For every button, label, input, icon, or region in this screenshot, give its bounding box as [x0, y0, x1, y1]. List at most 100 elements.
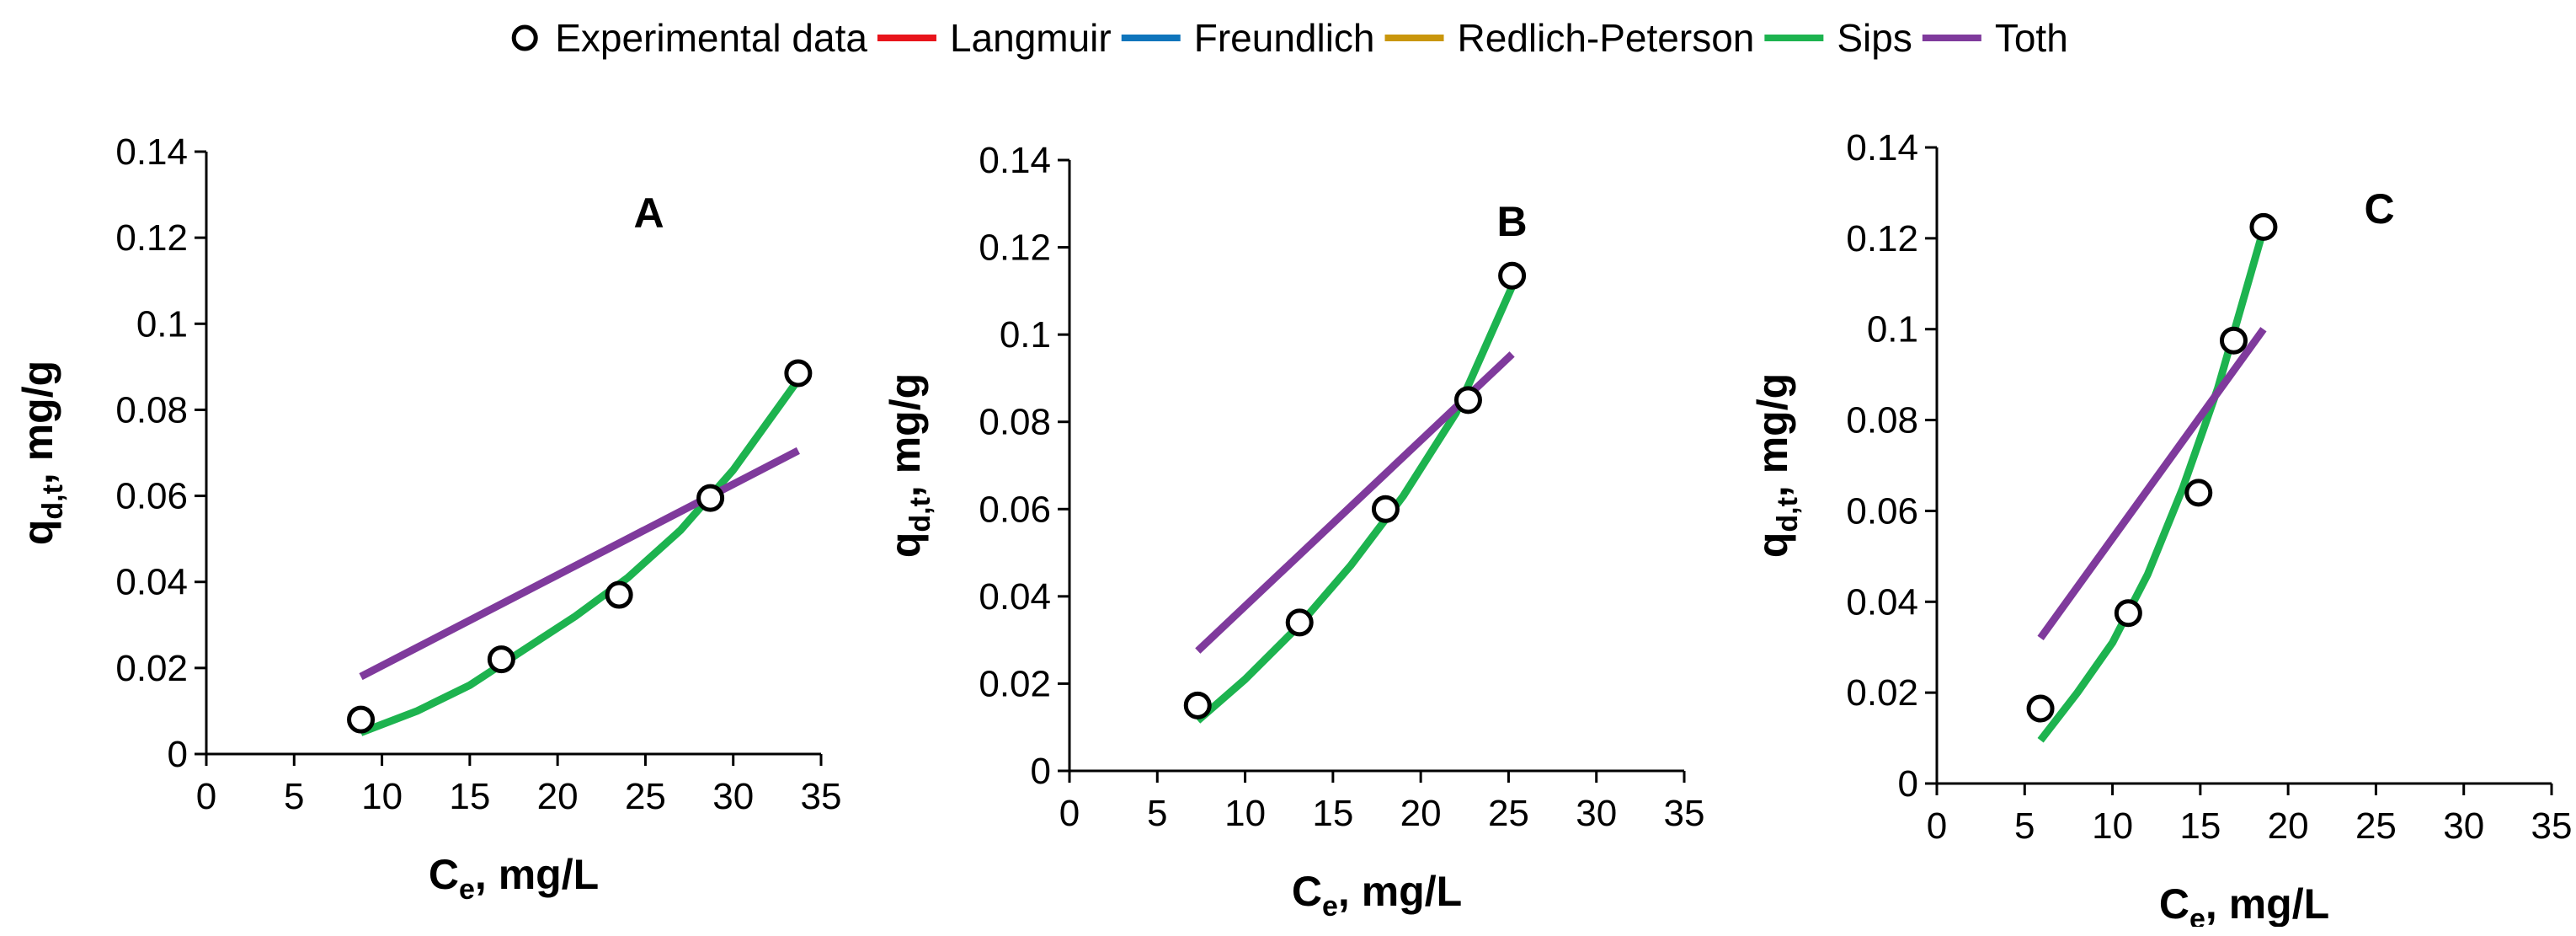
- data-point: [696, 484, 725, 512]
- x-tick-label: 20: [1400, 793, 1442, 834]
- x-tick-label: 35: [1664, 793, 1705, 834]
- x-axis-title-main: C: [2159, 880, 2189, 927]
- y-axis-title-unit: , mg/g: [882, 373, 929, 497]
- data-point: [784, 359, 813, 388]
- x-tick-label: 10: [361, 776, 403, 817]
- data-point: [2249, 212, 2278, 241]
- y-tick-label: 0.02: [979, 663, 1051, 704]
- legend-label-sips: Sips: [1837, 16, 1912, 60]
- y-axis-title: qd,t, mg/g: [1749, 373, 1804, 558]
- x-tick-label: 25: [625, 776, 666, 817]
- y-axis-title: qd,t, mg/g: [14, 361, 69, 545]
- legend-label-toth: Toth: [1995, 16, 2068, 60]
- series-line-sips: [359, 377, 802, 736]
- x-tick-label: 10: [1224, 793, 1266, 834]
- y-tick-label: 0.08: [1846, 400, 1918, 441]
- data-point: [1498, 261, 1527, 290]
- y-axis-title-unit: , mg/g: [14, 361, 61, 484]
- y-tick-label: 0.06: [979, 489, 1051, 530]
- y-tick-label: 0.06: [1846, 490, 1918, 532]
- x-tick-label: 25: [2355, 805, 2397, 847]
- panel-label: C: [2365, 185, 2395, 233]
- x-tick-label: 15: [2179, 805, 2221, 847]
- chart-panel-a: 0 0.02 0.04 0.06 0.08 0.1 0.12 0.14 0 5 10 15 20 25 30…: [14, 131, 842, 906]
- y-tick-label: 0.1: [1000, 314, 1051, 356]
- series-line-toth: [359, 447, 800, 681]
- x-tick-label: 15: [1312, 793, 1353, 834]
- x-tick-label: 20: [2268, 805, 2309, 847]
- y-tick-label: 0.14: [1846, 127, 1918, 168]
- y-axis-title: qd,t, mg/g: [882, 373, 936, 558]
- y-tick-label: 0.06: [115, 476, 188, 517]
- x-tick-label: 0: [196, 776, 216, 817]
- data-point: [487, 645, 515, 674]
- data-point: [2184, 479, 2213, 507]
- x-tick-label: 0: [1059, 793, 1080, 834]
- x-tick-label: 30: [2443, 805, 2484, 847]
- y-tick-label: 0.12: [979, 227, 1051, 269]
- y-axis-title-main: q: [882, 532, 929, 559]
- y-tick-label: 0.04: [115, 562, 188, 603]
- x-axis-title-unit: , mg/L: [2205, 880, 2329, 927]
- legend-label-redlich-peterson: Redlich-Peterson: [1458, 16, 1755, 60]
- data-point: [2114, 599, 2142, 628]
- y-tick-label: 0: [1898, 763, 1918, 805]
- y-tick-label: 0: [168, 734, 188, 775]
- x-tick-label: 35: [801, 776, 842, 817]
- x-axis-title-sub: e: [459, 874, 475, 906]
- x-tick-label: 10: [2092, 805, 2133, 847]
- x-axis-title-unit: , mg/L: [475, 851, 599, 898]
- chart-panel-c: 0 0.02 0.04 0.06 0.08 0.1 0.12 0.14 0 5 10 15 20 25 30…: [1749, 127, 2573, 927]
- data-point: [2219, 326, 2248, 355]
- y-tick-label: 0.12: [1846, 218, 1918, 259]
- x-tick-label: 5: [284, 776, 304, 817]
- y-axis-title-main: q: [14, 520, 61, 546]
- chart-legend: Experimental data Langmuir Freundlich Redli…: [511, 16, 2068, 60]
- legend-label-experimental-data: Experimental data: [555, 16, 867, 60]
- y-tick-label: 0.04: [979, 576, 1051, 618]
- x-axis-title: Ce, mg/L: [1292, 868, 1462, 923]
- x-tick-label: 25: [1488, 793, 1529, 834]
- x-axis-title-sub: e: [2189, 903, 2205, 927]
- y-tick-label: 0.02: [1846, 672, 1918, 714]
- y-axis-title-sub: d,t: [1772, 497, 1804, 532]
- x-axis-title: Ce, mg/L: [429, 851, 599, 906]
- data-point: [1371, 495, 1400, 523]
- y-tick-label: 0.14: [115, 131, 188, 173]
- y-tick-label: 0.02: [115, 648, 188, 689]
- x-tick-label: 0: [1927, 805, 1947, 847]
- x-axis-title-sub: e: [1322, 891, 1338, 923]
- data-point: [1285, 608, 1314, 637]
- chart-panel-b: 0 0.02 0.04 0.06 0.08 0.1 0.12 0.14 0 5 10 15 20 25 30…: [882, 140, 1705, 923]
- series-line-toth: [2037, 327, 2267, 641]
- x-axis-title-main: C: [1292, 868, 1322, 915]
- x-tick-label: 5: [2014, 805, 2035, 847]
- x-tick-label: 30: [712, 776, 754, 817]
- legend-marker-experimental-data: [511, 24, 538, 51]
- data-point: [605, 580, 633, 609]
- y-tick-label: 0.14: [979, 140, 1051, 181]
- y-tick-label: 0: [1031, 751, 1051, 792]
- y-tick-label: 0.1: [1867, 309, 1918, 350]
- data-point: [1453, 386, 1482, 415]
- series-line-sips: [1195, 285, 1516, 724]
- x-tick-label: 15: [449, 776, 490, 817]
- legend-label-freundlich: Freundlich: [1194, 16, 1375, 60]
- y-tick-label: 0.08: [979, 402, 1051, 443]
- y-tick-label: 0.04: [1846, 581, 1918, 623]
- panel-label: B: [1497, 198, 1528, 245]
- legend-label-langmuir: Langmuir: [950, 16, 1112, 60]
- y-tick-label: 0.1: [136, 303, 188, 345]
- x-tick-label: 30: [1576, 793, 1617, 834]
- x-tick-label: 35: [2531, 805, 2573, 847]
- x-axis-title-unit: , mg/L: [1338, 868, 1462, 915]
- x-tick-label: 5: [1147, 793, 1167, 834]
- x-axis-title: Ce, mg/L: [2159, 880, 2329, 927]
- y-tick-label: 0.12: [115, 217, 188, 259]
- x-tick-label: 20: [537, 776, 579, 817]
- panel-label: A: [634, 190, 664, 237]
- x-axis-title-main: C: [429, 851, 459, 898]
- data-point: [1183, 691, 1212, 719]
- data-point: [347, 705, 376, 734]
- y-axis-title-sub: d,t: [904, 497, 936, 532]
